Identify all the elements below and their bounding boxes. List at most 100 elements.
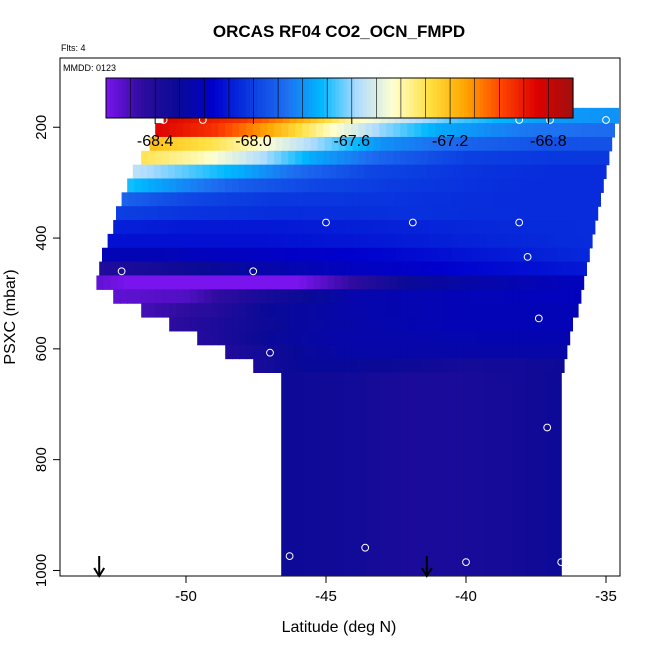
heatmap-cell — [344, 344, 352, 360]
heatmap-cell — [540, 317, 548, 332]
heatmap-cell — [442, 358, 450, 373]
heatmap-cell — [345, 136, 354, 152]
heatmap-cell — [186, 206, 194, 221]
colorbar-swatch — [471, 78, 477, 118]
heatmap-cell — [463, 303, 471, 318]
heatmap-cell — [288, 289, 296, 304]
heatmap-layer — [96, 275, 585, 290]
heatmap-cell — [597, 192, 601, 207]
heatmap-cell — [281, 330, 289, 346]
heatmap-cell — [414, 150, 422, 166]
heatmap-cell — [415, 192, 424, 207]
heatmap-cell — [218, 220, 226, 235]
heatmap-cell — [443, 233, 452, 249]
heatmap-cell — [456, 372, 464, 576]
heatmap-cell — [463, 123, 471, 138]
heatmap-cell — [519, 123, 527, 138]
heatmap-cell — [468, 164, 477, 180]
heatmap-cell — [379, 178, 387, 193]
heatmap-cell — [519, 317, 527, 332]
heatmap-cell — [533, 303, 541, 318]
heatmap-cell — [436, 192, 445, 207]
heatmap-cell — [190, 317, 198, 332]
heatmap-cell — [226, 233, 235, 249]
colorbar-swatch — [129, 78, 134, 118]
heatmap-cell — [344, 220, 352, 235]
heatmap-cell — [386, 220, 394, 235]
heatmap-cell — [583, 233, 592, 249]
heatmap-cell — [533, 150, 541, 166]
heatmap-cell — [597, 107, 606, 124]
heatmap-cell — [386, 123, 394, 138]
heatmap-cell — [384, 164, 393, 180]
heatmap-cell — [526, 178, 534, 193]
heatmap-cell — [471, 233, 480, 249]
heatmap-cell — [386, 150, 394, 166]
heatmap-cell — [561, 330, 569, 346]
heatmap-cell — [463, 317, 471, 332]
heatmap-cell — [394, 136, 403, 152]
heatmap-cell — [144, 206, 152, 221]
heatmap-cell — [358, 261, 366, 277]
heatmap-cell — [183, 261, 191, 277]
heatmap-cell — [456, 358, 464, 373]
heatmap-cell — [519, 289, 527, 304]
heatmap-cell — [449, 289, 457, 304]
heatmap-cell — [351, 261, 359, 277]
heatmap-cell — [428, 150, 436, 166]
x-tick-label: -50 — [175, 588, 197, 605]
heatmap-cell — [583, 192, 592, 207]
heatmap-cell — [331, 192, 340, 207]
heatmap-cell — [506, 192, 515, 207]
heatmap-cell — [421, 220, 429, 235]
heatmap-cell — [520, 233, 529, 249]
heatmap-cell — [564, 247, 572, 263]
heatmap-cell — [225, 178, 233, 193]
heatmap-cell — [232, 330, 240, 346]
colorbar-swatch — [382, 78, 387, 118]
heatmap-cell — [442, 220, 450, 235]
heatmap-layer — [127, 178, 604, 193]
colorbar-swatch — [370, 78, 376, 118]
heatmap-cell — [155, 303, 163, 318]
heatmap-cell — [218, 317, 226, 332]
heatmap-cell — [477, 150, 485, 166]
heatmap-cell — [351, 358, 359, 373]
heatmap-cell — [358, 303, 366, 318]
heatmap-cell — [543, 206, 551, 221]
heatmap-cell — [303, 136, 312, 152]
heatmap-cell — [328, 164, 337, 180]
heatmap-cell — [533, 178, 541, 193]
chart-title: ORCAS RF04 CO2_OCN_FMPD — [213, 22, 465, 41]
heatmap-cell — [235, 206, 243, 221]
heatmap-cell — [484, 150, 492, 166]
sample-point — [285, 552, 294, 560]
heatmap-cell — [351, 150, 359, 166]
heatmap-cell — [477, 344, 485, 360]
heatmap-cell — [446, 275, 454, 290]
heatmap-cell — [562, 136, 571, 152]
heatmap-cell — [487, 206, 495, 221]
y-tick-label: 400 — [33, 226, 50, 251]
heatmap-cell — [155, 150, 163, 166]
heatmap-cell — [169, 178, 177, 193]
heatmap-cell — [198, 233, 207, 249]
heatmap-cell — [547, 178, 555, 193]
colorbar-swatch — [432, 78, 438, 118]
heatmap-cell — [382, 247, 390, 263]
heatmap-cell — [151, 247, 159, 263]
sample-point — [602, 116, 610, 124]
heatmap-cell — [575, 220, 583, 235]
heatmap-cell — [239, 330, 247, 346]
heatmap-cell — [576, 136, 585, 152]
colorbar-swatch — [374, 78, 380, 118]
heatmap-cell — [488, 275, 496, 290]
heatmap-cell — [317, 136, 326, 152]
heatmap-cell — [463, 289, 471, 304]
sample-point — [263, 426, 272, 435]
heatmap-cell — [393, 358, 401, 373]
heatmap-cell — [155, 123, 163, 138]
heatmap-cell — [442, 317, 450, 332]
heatmap-cell — [438, 247, 446, 263]
heatmap-cell — [482, 164, 491, 180]
